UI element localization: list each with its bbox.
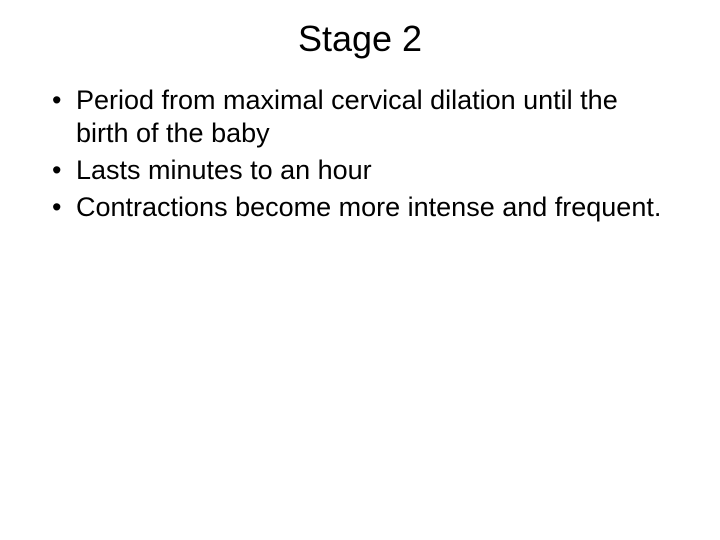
bullet-item: Contractions become more intense and fre…: [48, 191, 672, 224]
bullet-item: Lasts minutes to an hour: [48, 154, 672, 187]
slide: Stage 2 Period from maximal cervical dil…: [0, 0, 720, 540]
slide-title: Stage 2: [0, 0, 720, 84]
bullet-item: Period from maximal cervical dilation un…: [48, 84, 672, 150]
bullet-list: Period from maximal cervical dilation un…: [0, 84, 720, 224]
